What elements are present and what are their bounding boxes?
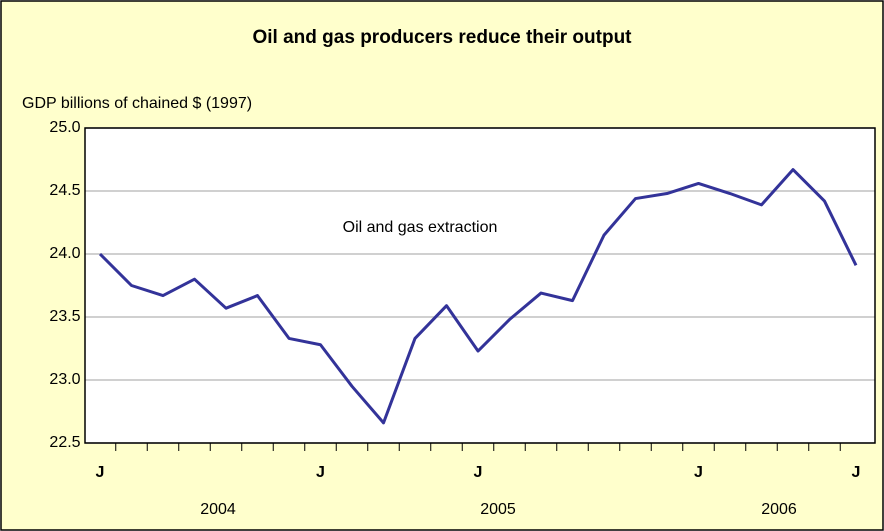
x-tick-label: J	[852, 464, 861, 481]
year-label: 2005	[480, 501, 516, 518]
year-label: 2004	[200, 501, 236, 518]
chart-title: Oil and gas producers reduce their outpu…	[253, 27, 633, 48]
year-label: 2006	[761, 501, 797, 518]
y-tick-label: 23.5	[49, 308, 80, 325]
plot-area	[85, 128, 875, 443]
y-tick-label: 22.5	[49, 434, 80, 451]
y-tick-label: 23.0	[49, 371, 80, 388]
x-tick-label: J	[316, 464, 325, 481]
y-tick-label: 24.5	[49, 182, 80, 199]
plot-border	[84, 127, 876, 444]
annotation: Oil and gas extraction	[343, 219, 498, 236]
x-tick-label: J	[694, 464, 703, 481]
x-tick-label: J	[474, 464, 483, 481]
data-line	[98, 168, 858, 425]
x-tick-label: J	[96, 464, 105, 481]
y-axis-label: GDP billions of chained $ (1997)	[22, 95, 252, 112]
y-tick-label: 24.0	[49, 245, 80, 262]
y-tick-label: 25.0	[49, 119, 80, 136]
